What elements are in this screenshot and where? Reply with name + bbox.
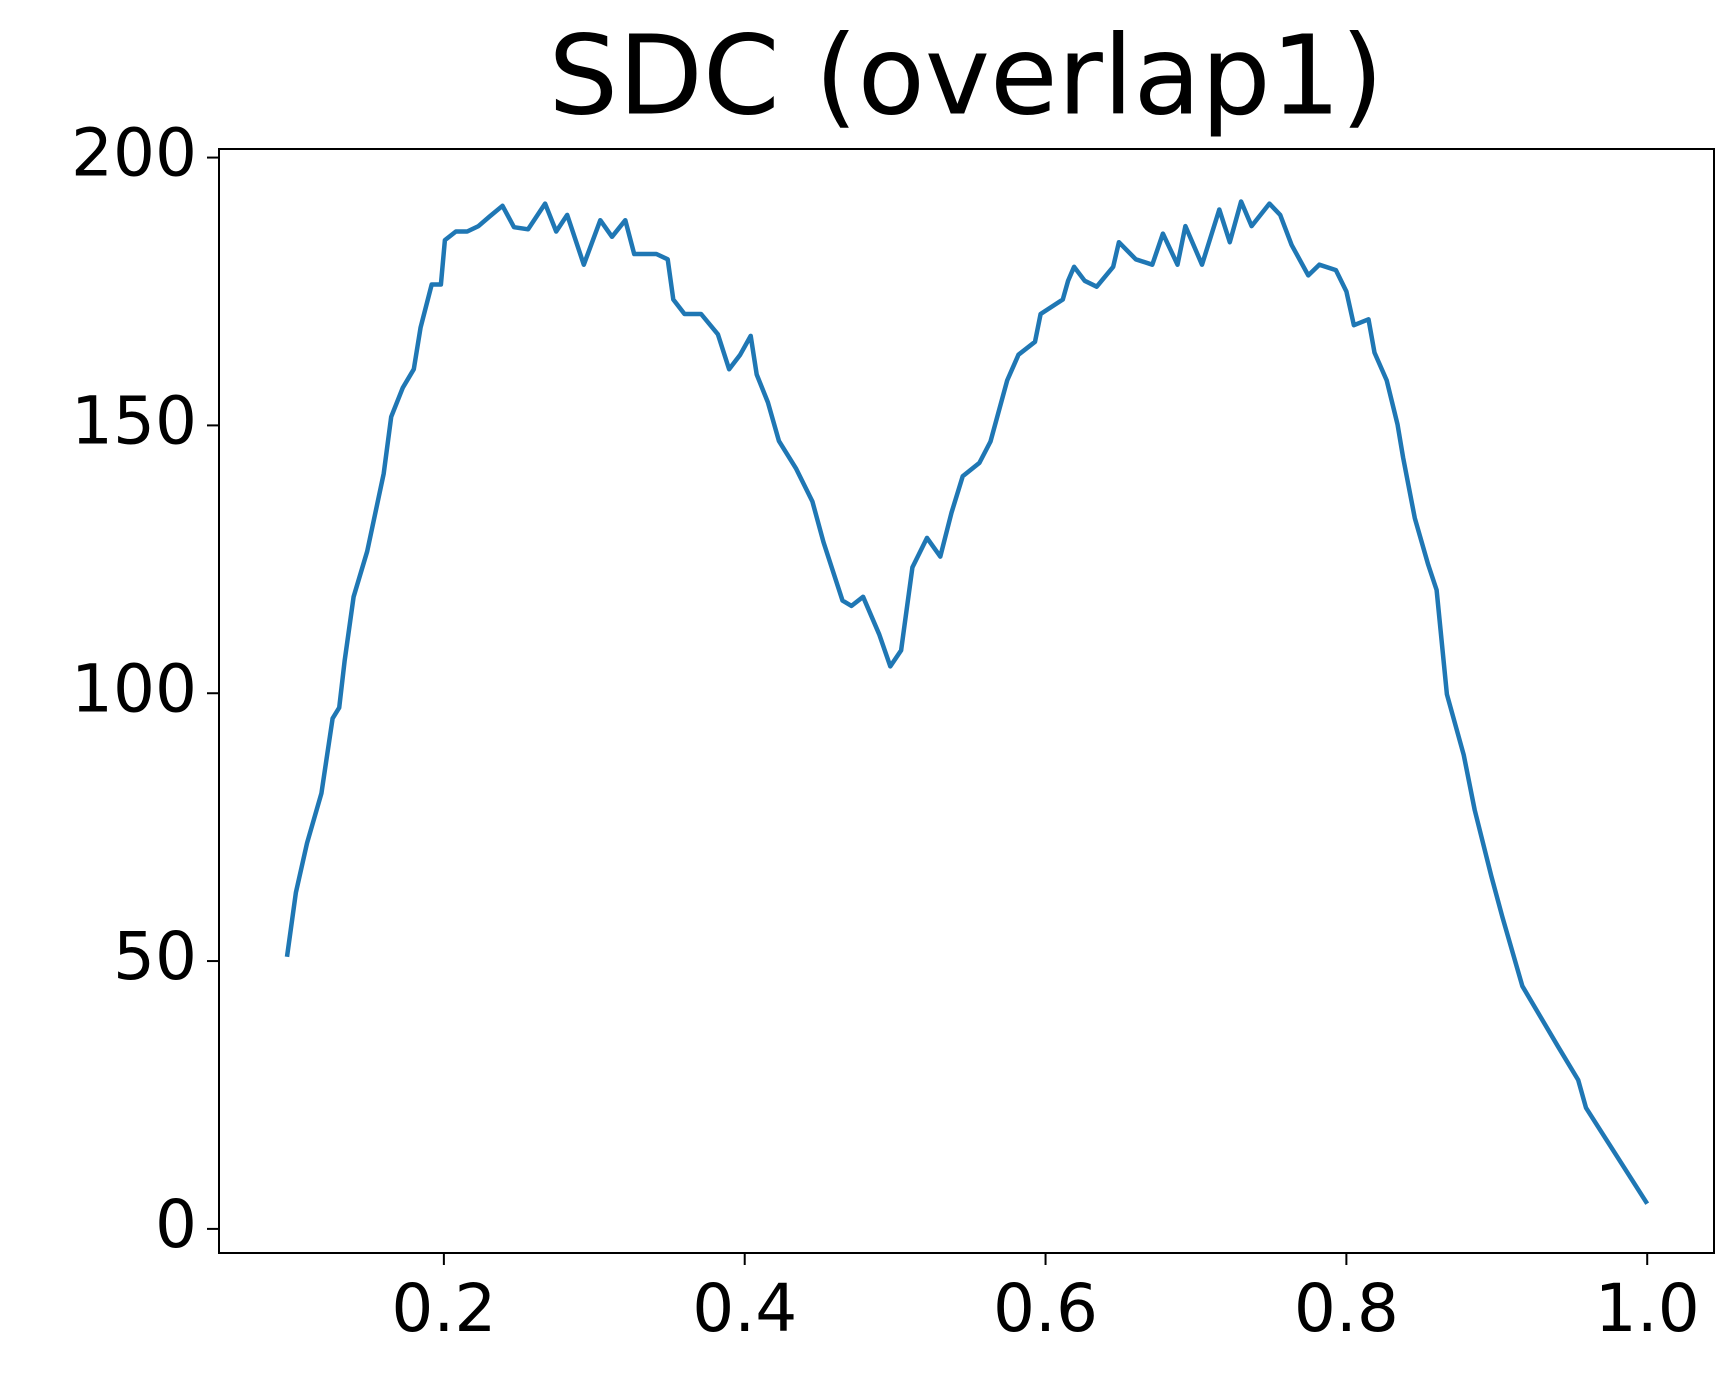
x-tick-label: 1.0 bbox=[1595, 1270, 1700, 1347]
x-tick-label: 0.2 bbox=[391, 1270, 496, 1347]
y-tick-label: 200 bbox=[71, 115, 197, 192]
data-line bbox=[284, 199, 1650, 1205]
y-tick-label: 50 bbox=[113, 918, 197, 995]
y-tick-label: 0 bbox=[155, 1186, 197, 1263]
plot-frame bbox=[218, 148, 1715, 1254]
x-tick-label: 0.8 bbox=[1294, 1270, 1399, 1347]
y-tick-label: 150 bbox=[71, 382, 197, 459]
chart-title: SDC (overlap1) bbox=[548, 11, 1383, 139]
x-tick-label: 0.4 bbox=[692, 1270, 797, 1347]
y-tick-label: 100 bbox=[71, 650, 197, 727]
x-tick-label: 0.6 bbox=[993, 1270, 1098, 1347]
